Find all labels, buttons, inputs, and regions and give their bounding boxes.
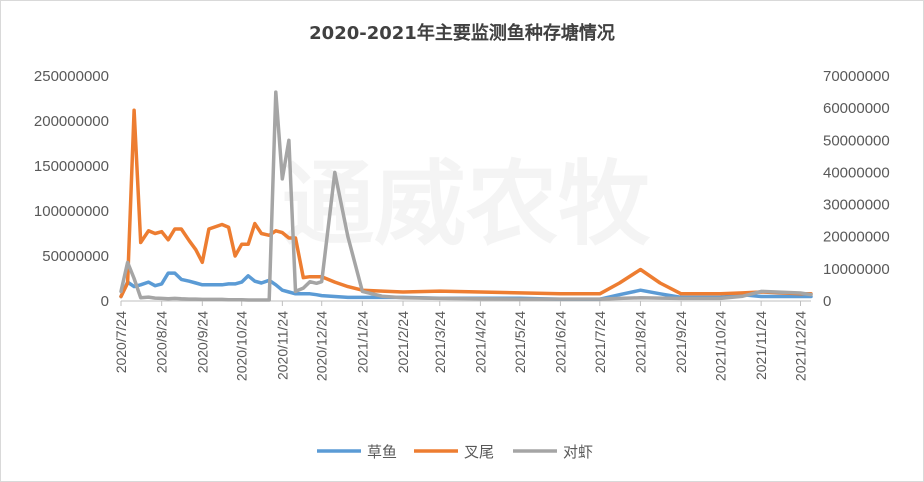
legend-label: 草鱼 [367, 443, 397, 461]
left-axis-tick-label: 250000000 [34, 68, 109, 85]
x-axis-tick-label: 2020/7/24 [113, 311, 129, 373]
watermark-text: 通威农牧 [282, 151, 651, 258]
x-axis-tick-label: 2021/3/24 [432, 311, 448, 373]
x-axis-tick-label: 2021/5/24 [512, 311, 528, 373]
right-axis-tick-label: 50000000 [823, 132, 890, 149]
x-axis-tick-label: 2021/9/24 [673, 311, 689, 373]
legend-label: 叉尾 [464, 443, 494, 461]
chart-title: 2020-2021年主要监测鱼种存塘情况 [309, 23, 615, 44]
x-axis-tick-label: 2020/10/24 [234, 311, 250, 381]
right-axis-tick-label: 10000000 [823, 261, 890, 278]
right-axis-tick-label: 70000000 [823, 68, 890, 85]
x-axis-tick-label: 2020/9/24 [194, 311, 210, 373]
right-axis-tick-label: 20000000 [823, 229, 890, 246]
series-line-对虾 [119, 90, 813, 302]
x-axis-tick-label: 2021/2/24 [395, 311, 411, 373]
right-axis-tick-label: 0 [823, 293, 831, 310]
legend-label: 对虾 [563, 443, 593, 461]
x-axis-tick-label: 2021/1/24 [354, 311, 370, 373]
left-axis-tick-label: 200000000 [34, 113, 109, 130]
x-axis-tick-label: 2021/8/24 [632, 311, 648, 373]
left-axis-tick-label: 150000000 [34, 158, 109, 175]
left-axis-tick-label: 100000000 [34, 203, 109, 220]
x-axis-tick-label: 2020/12/24 [314, 311, 330, 381]
right-axis-tick-label: 30000000 [823, 197, 890, 214]
x-axis-tick-label: 2021/4/24 [472, 311, 488, 373]
right-axis-tick-label: 60000000 [823, 100, 890, 117]
series-line-草鱼 [119, 271, 813, 301]
x-axis-tick-label: 2021/12/24 [793, 311, 809, 381]
x-axis-tick-label: 2021/10/24 [712, 311, 728, 381]
x-axis-tick-label: 2021/7/24 [592, 311, 608, 373]
left-axis-tick-label: 0 [101, 293, 109, 310]
x-axis-tick-label: 2021/11/24 [753, 311, 769, 380]
right-axis-tick-label: 40000000 [823, 164, 890, 181]
x-axis-tick-label: 2020/11/24 [274, 311, 290, 380]
left-axis-tick-label: 50000000 [42, 248, 109, 265]
x-axis-tick-label: 2020/8/24 [154, 311, 170, 373]
x-axis-tick-label: 2021/6/24 [552, 311, 568, 373]
series-line-叉尾 [119, 108, 813, 299]
